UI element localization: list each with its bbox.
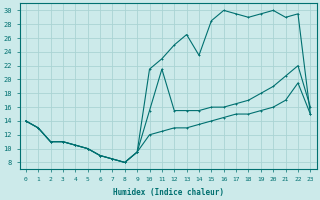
X-axis label: Humidex (Indice chaleur): Humidex (Indice chaleur): [113, 188, 224, 197]
